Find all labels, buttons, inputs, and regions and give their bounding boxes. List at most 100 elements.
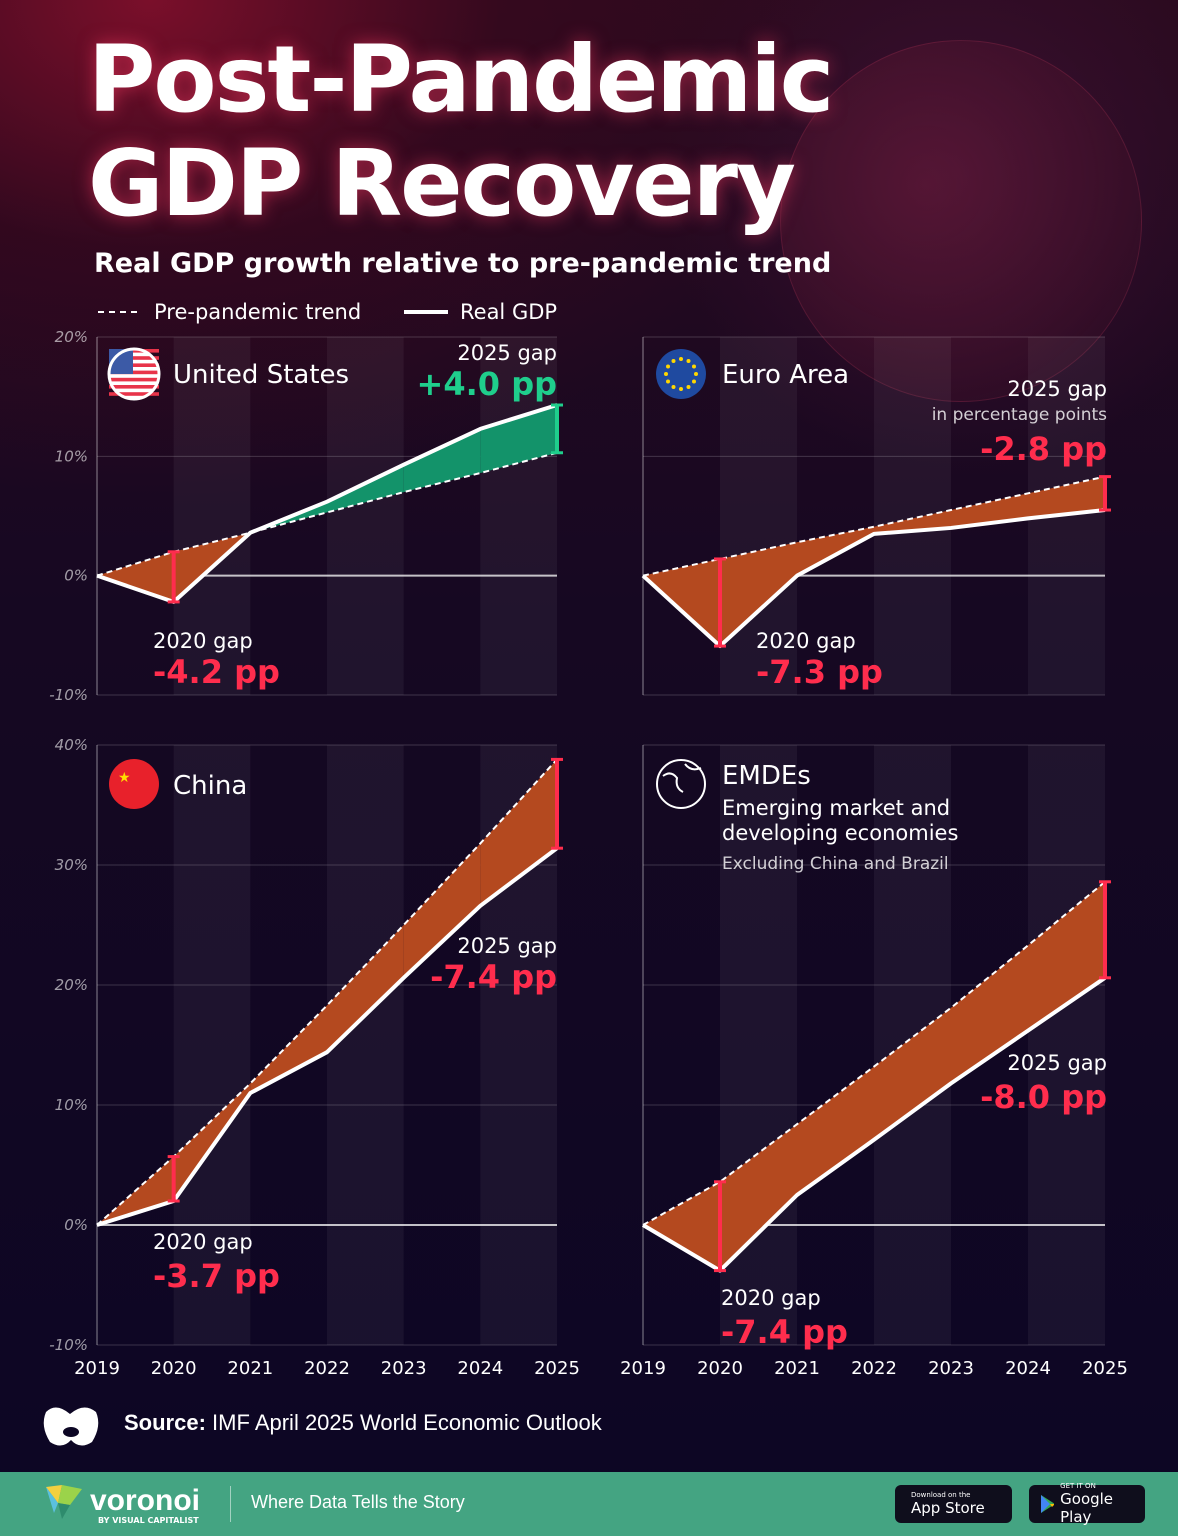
gap-bar-2020 <box>714 1180 726 1273</box>
appstore-small: Download on the <box>911 1491 971 1499</box>
gap-bar-2020 <box>714 557 726 648</box>
title-line-2: GDP Recovery <box>88 130 796 237</box>
x-tick-label: 2021 <box>227 1358 273 1379</box>
page-title: Post-Pandemic GDP Recovery <box>88 28 834 237</box>
x-tick-label: 2021 <box>774 1358 820 1379</box>
gap-area-segment <box>97 551 174 602</box>
gap-area-segment <box>480 405 557 474</box>
panel-0: -10% 0% 10% 20% United States 2020 gap-4.2 pp… <box>49 328 563 704</box>
gap-area-segment <box>327 925 404 1053</box>
google-play-button[interactable]: GET IT ON Google Play <box>1029 1482 1145 1526</box>
source-line: Source: IMF April 2025 World Economic Ou… <box>124 1410 602 1436</box>
panel-2: -10% 0% 10% 20% 30% 40% 2019 2020 2021 2022 2023 20… <box>49 736 580 1379</box>
page-subtitle: Real GDP growth relative to pre-pandemic… <box>94 248 832 279</box>
gap-bar-2025 <box>551 403 563 455</box>
gap-area-segment <box>720 542 797 647</box>
gap-2025-value: -8.0 pp <box>980 1078 1107 1116</box>
footer-divider <box>230 1486 231 1522</box>
gap-area-segment <box>403 428 481 493</box>
brand-name: voronoi <box>90 1484 200 1517</box>
voronoi-logo[interactable]: voronoi <box>44 1483 200 1519</box>
legend-real-label: Real GDP <box>460 300 558 324</box>
x-tick-label: 2020 <box>151 1358 197 1379</box>
y-tick-label: -10% <box>49 686 88 704</box>
gap-area-segment <box>874 1007 951 1140</box>
panel-subtitle: Emerging market and developing economies <box>722 796 958 845</box>
globe-background-graphic <box>780 40 1142 402</box>
gap-2020-label: 2020 gap <box>153 629 253 653</box>
voronoi-mark-icon <box>43 1407 99 1446</box>
googleplay-big: Google Play <box>1060 1490 1114 1526</box>
trend-line <box>642 881 1106 1226</box>
gap-area-segment <box>1028 476 1105 519</box>
legend-real: Real GDP <box>404 300 557 324</box>
panel-note: Excluding China and Brazil <box>722 854 949 874</box>
gap-bar-2020 <box>167 550 180 604</box>
gap-bar-2025 <box>551 757 563 850</box>
y-tick-label: 0% <box>64 567 88 585</box>
year-band <box>173 745 251 1345</box>
y-tick-label: 20% <box>55 328 88 346</box>
gap-area-segment <box>1028 881 1105 1031</box>
x-tick-label: 2024 <box>1005 1358 1051 1379</box>
brand-sub: BY VISUAL CAPITALIST <box>98 1516 199 1525</box>
gap-area-segment <box>643 558 720 647</box>
gap-2025-note: in percentage points <box>932 405 1107 425</box>
gap-area-segment <box>327 464 404 513</box>
gap-bar-2020 <box>167 1155 180 1203</box>
year-band <box>327 337 404 695</box>
x-tick-label: 2020 <box>697 1358 743 1379</box>
y-tick-label: 20% <box>55 976 88 994</box>
panel-title: Euro Area <box>722 360 849 390</box>
source-label: Source: <box>124 1410 206 1435</box>
gap-2025-value: +4.0 pp <box>417 365 557 403</box>
gap-2020-value: -3.7 pp <box>153 1257 280 1295</box>
gap-area-segment <box>480 759 557 906</box>
legend-trend: Pre-pandemic trend <box>98 300 361 324</box>
y-tick-label: 0% <box>64 1216 88 1234</box>
gap-2020-label: 2020 gap <box>153 1230 253 1254</box>
gap-2020-label: 2020 gap <box>756 629 856 653</box>
gap-area-segment <box>951 945 1028 1084</box>
gap-2020-value: -7.3 pp <box>756 653 883 691</box>
appstore-big: App Store <box>911 1499 985 1517</box>
gap-bar-2025 <box>1099 880 1111 980</box>
panel-title: United States <box>173 360 349 390</box>
x-tick-label: 2019 <box>74 1358 120 1379</box>
gap-2020-label: 2020 gap <box>721 1286 821 1310</box>
gap-bar-2025 <box>1099 475 1111 512</box>
tagline: Where Data Tells the Story <box>251 1492 465 1512</box>
gap-2025-label: 2025 gap <box>457 341 557 365</box>
x-tick-label: 2025 <box>534 1358 580 1379</box>
globe-icon <box>656 759 706 809</box>
x-tick-label: 2019 <box>620 1358 666 1379</box>
gap-2025-value: -7.4 pp <box>430 958 557 996</box>
panel-title: EMDEs <box>722 761 811 791</box>
legend-trend-label: Pre-pandemic trend <box>154 300 362 324</box>
panel-title: China <box>173 771 247 801</box>
y-tick-label: -10% <box>49 1336 88 1354</box>
year-band <box>480 337 557 695</box>
x-tick-label: 2023 <box>381 1358 427 1379</box>
gap-area-segment <box>403 843 481 978</box>
x-tick-label: 2022 <box>304 1358 350 1379</box>
y-tick-label: 30% <box>55 856 88 874</box>
us-flag-icon <box>107 347 161 401</box>
x-tick-label: 2022 <box>851 1358 897 1379</box>
gap-area-segment <box>720 1124 797 1271</box>
dashed-line-icon <box>98 311 142 313</box>
x-tick-label: 2023 <box>928 1358 974 1379</box>
year-band <box>327 745 404 1345</box>
gap-2025-label: 2025 gap <box>1007 377 1107 401</box>
svg-text:★: ★ <box>118 770 131 786</box>
gap-area-segment <box>643 1181 720 1271</box>
gap-2025-value: -2.8 pp <box>980 430 1107 468</box>
app-store-button[interactable]: Download on the App Store <box>895 1485 1012 1523</box>
year-band <box>1028 745 1105 1345</box>
x-tick-label: 2024 <box>457 1358 503 1379</box>
y-tick-label: 40% <box>55 736 88 754</box>
china-flag-icon: ★ <box>109 759 159 809</box>
year-band <box>173 337 251 695</box>
gap-area-segment <box>250 1005 327 1093</box>
y-tick-label: 10% <box>55 1096 88 1114</box>
